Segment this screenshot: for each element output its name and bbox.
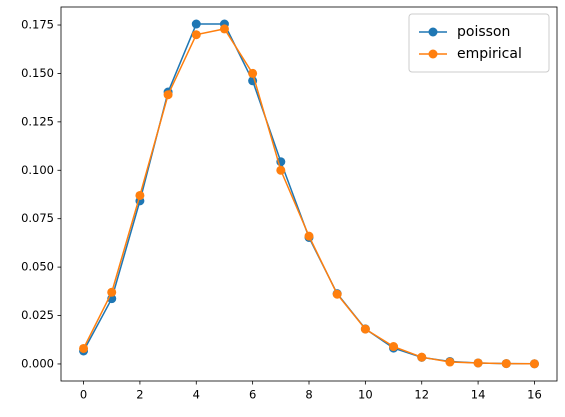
x-tick-label: 2 xyxy=(136,388,143,402)
legend-label: poisson xyxy=(457,24,510,40)
legend-frame xyxy=(408,13,550,73)
legend-marker xyxy=(428,27,438,37)
legend-label: empirical xyxy=(457,46,522,62)
series-marker xyxy=(417,352,427,362)
y-tick-label: 0.125 xyxy=(21,114,54,128)
series-marker xyxy=(191,30,201,40)
series-marker xyxy=(501,359,511,369)
series-marker xyxy=(135,190,145,200)
series-marker xyxy=(389,342,399,352)
legend: poisson empirical xyxy=(408,13,550,73)
x-tick-label: 0 xyxy=(80,388,87,402)
legend-marker xyxy=(428,49,438,59)
series-marker xyxy=(332,289,342,299)
x-tick-label: 4 xyxy=(193,388,200,402)
series-marker xyxy=(473,358,483,368)
y-tick-label: 0.075 xyxy=(21,211,54,225)
x-tick-label: 10 xyxy=(358,388,373,402)
series-marker xyxy=(163,90,173,100)
x-tick-label: 16 xyxy=(527,388,542,402)
y-tick-label: 0.050 xyxy=(21,260,54,274)
series-marker xyxy=(248,68,258,78)
series-marker xyxy=(79,343,89,353)
y-tick-label: 0.175 xyxy=(21,18,54,32)
plot-frame xyxy=(60,6,558,382)
series-marker xyxy=(304,231,314,241)
y-tick-label: 0.000 xyxy=(21,356,54,370)
y-tick-label: 0.150 xyxy=(21,66,54,80)
y-tick-label: 0.100 xyxy=(21,163,54,177)
x-tick-label: 8 xyxy=(305,388,312,402)
series-marker xyxy=(529,359,539,369)
y-tick-label: 0.025 xyxy=(21,308,54,322)
x-tick-label: 6 xyxy=(249,388,256,402)
series-marker xyxy=(445,357,455,367)
x-tick-label: 14 xyxy=(471,388,486,402)
series-marker xyxy=(191,19,201,29)
series-marker xyxy=(360,324,370,334)
series-marker xyxy=(276,165,286,175)
x-tick-label: 12 xyxy=(414,388,429,402)
series-marker xyxy=(219,24,229,34)
series-marker xyxy=(107,287,117,297)
